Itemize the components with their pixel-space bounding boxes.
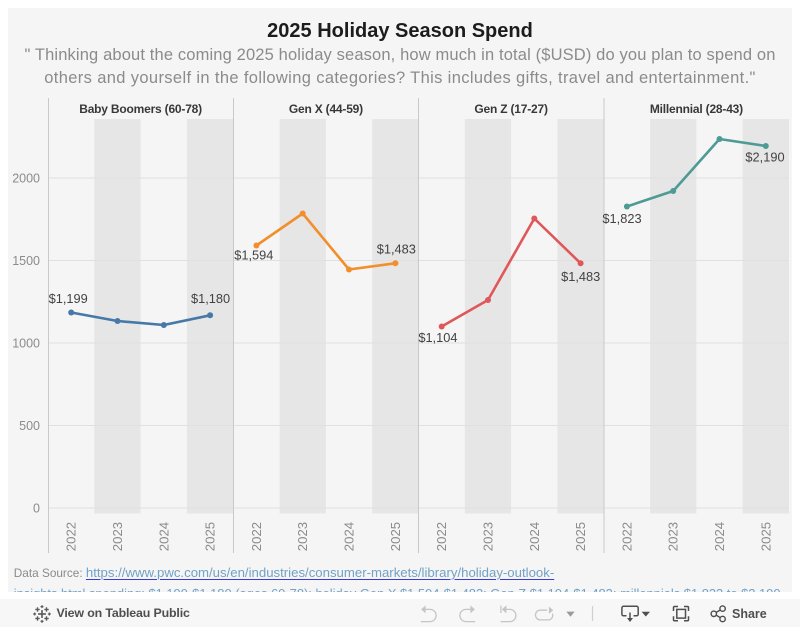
svg-text:$1,483: $1,483 (561, 269, 600, 284)
svg-text:2022: 2022 (434, 522, 449, 551)
svg-text:$1,104: $1,104 (418, 330, 457, 345)
svg-text:Baby Boomers (60-78): Baby Boomers (60-78) (79, 102, 202, 116)
svg-text:2024: 2024 (712, 522, 727, 551)
svg-text:$1,483: $1,483 (377, 242, 416, 257)
svg-text:2024: 2024 (156, 522, 171, 551)
svg-text:2025: 2025 (203, 522, 218, 551)
svg-text:2025: 2025 (758, 522, 773, 551)
svg-text:2025: 2025 (388, 522, 403, 551)
svg-text:500: 500 (19, 419, 40, 433)
svg-text:2024: 2024 (342, 522, 357, 551)
svg-text:$2,190: $2,190 (745, 149, 784, 164)
svg-text:2025: 2025 (573, 522, 588, 551)
svg-text:2024: 2024 (527, 522, 542, 551)
svg-text:2000: 2000 (12, 172, 40, 186)
svg-text:$1,180: $1,180 (191, 291, 230, 306)
svg-text:$1,594: $1,594 (234, 248, 273, 263)
svg-text:1000: 1000 (12, 337, 40, 351)
svg-text:2022: 2022 (249, 522, 264, 551)
svg-text:Millennial (28-43): Millennial (28-43) (650, 102, 743, 116)
svg-text:1500: 1500 (12, 254, 40, 268)
svg-text:0: 0 (33, 502, 40, 516)
svg-text:Gen X (44-59): Gen X (44-59) (289, 102, 363, 116)
svg-text:$1,823: $1,823 (602, 211, 641, 226)
svg-text:2022: 2022 (619, 522, 634, 551)
svg-text:2023: 2023 (481, 522, 496, 551)
svg-text:Share: Share (732, 607, 767, 621)
svg-text:$1,199: $1,199 (49, 291, 88, 306)
svg-text:2023: 2023 (666, 522, 681, 551)
svg-text:2023: 2023 (295, 522, 310, 551)
svg-text:Gen Z (17-27): Gen Z (17-27) (474, 102, 548, 116)
svg-text:2022: 2022 (64, 522, 79, 551)
svg-text:2023: 2023 (110, 522, 125, 551)
